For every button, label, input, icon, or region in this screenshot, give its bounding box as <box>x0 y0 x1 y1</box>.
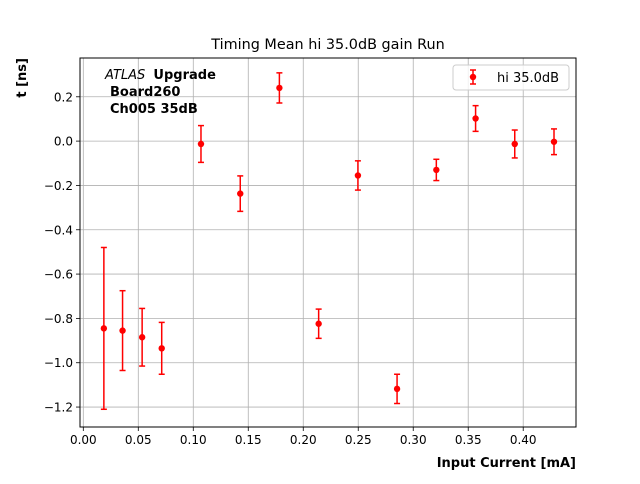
y-axis-label: t [ns] <box>15 58 30 98</box>
data-point <box>119 327 126 334</box>
x-tick-label: 0.20 <box>290 433 317 447</box>
x-tick-label: 0.30 <box>400 433 427 447</box>
y-tick-label: 0.2 <box>54 90 73 104</box>
data-point <box>511 140 518 148</box>
data-point <box>138 334 146 341</box>
y-tick-label: −0.6 <box>44 268 73 282</box>
y-tick-label: −1.0 <box>44 356 73 370</box>
x-tick-label: 0.15 <box>235 433 262 447</box>
data-point <box>237 190 244 197</box>
x-axis: 0.00 0.05 0.10 0.15 0.20 0.25 0.30 0.35 0.40 <box>70 427 537 447</box>
annotation-board: Board260 <box>110 85 180 100</box>
y-tick-label: −0.4 <box>44 223 73 237</box>
annotation-atlas: ATLAS <box>104 68 145 83</box>
x-tick-label: 0.40 <box>510 433 537 447</box>
data-point <box>433 166 440 174</box>
x-tick-label: 0.00 <box>70 433 97 447</box>
y-tick-label: −0.2 <box>44 179 73 193</box>
y-axis: 0.2 0.0 −0.2 −0.4 −0.6 −0.8 −1.0 −1.2 <box>44 90 80 415</box>
plot-frame <box>79 57 577 428</box>
y-tick-label: −0.8 <box>44 312 73 326</box>
data-series <box>100 72 558 411</box>
data-point <box>550 138 558 145</box>
x-tick-label: 0.35 <box>455 433 482 447</box>
x-tick-label: 0.05 <box>125 433 152 447</box>
data-point <box>472 115 479 122</box>
legend-label: hi 35.0dB <box>497 71 559 86</box>
x-tick-label: 0.25 <box>345 433 372 447</box>
y-tick-label: −1.2 <box>44 401 73 415</box>
annotation-channel: Ch005 35dB <box>110 102 198 117</box>
grid <box>80 58 576 427</box>
data-point <box>276 84 283 92</box>
data-point <box>100 325 108 332</box>
legend: hi 35.0dB <box>452 64 570 91</box>
x-axis-label: Input Current [mA] <box>437 456 576 471</box>
legend-marker-icon <box>469 69 477 85</box>
chart-title: Timing Mean hi 35.0dB gain Run <box>210 37 445 53</box>
legend-box <box>452 64 570 91</box>
annotation-upgrade: Upgrade <box>153 68 216 83</box>
data-point <box>354 172 362 179</box>
data-point <box>393 385 401 393</box>
data-point <box>158 345 165 352</box>
annotation: ATLAS Upgrade Board260 Ch005 35dB <box>104 68 216 117</box>
legend-point <box>469 73 477 81</box>
svg-text:ATLAS Upgrade: ATLAS Upgrade <box>104 68 216 83</box>
data-point <box>315 320 322 327</box>
x-tick-label: 0.10 <box>180 433 207 447</box>
data-point <box>197 140 205 148</box>
y-tick-label: 0.0 <box>54 135 73 149</box>
